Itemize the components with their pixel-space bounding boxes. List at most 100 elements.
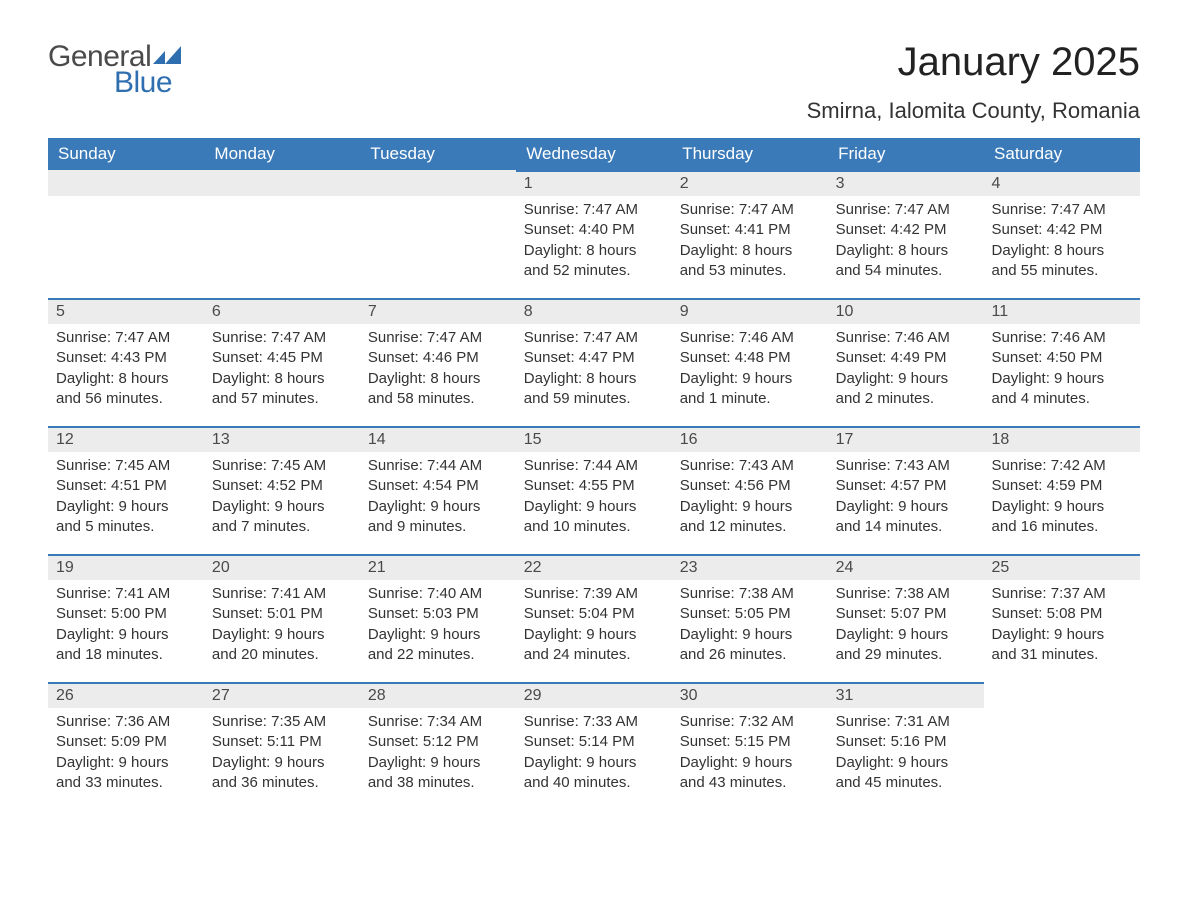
- flag-icon: [153, 40, 181, 60]
- day-number: 4: [984, 170, 1140, 196]
- day-sunrise: Sunrise: 7:47 AM: [368, 328, 508, 348]
- calendar-day: 9Sunrise: 7:46 AMSunset: 4:48 PMDaylight…: [672, 298, 828, 426]
- day-details: Sunrise: 7:37 AMSunset: 5:08 PMDaylight:…: [984, 580, 1140, 673]
- day-dl1: Daylight: 9 hours: [56, 753, 196, 773]
- day-number: 10: [828, 298, 984, 324]
- location-label: Smirna, Ialomita County, Romania: [807, 98, 1140, 124]
- day-sunrise: Sunrise: 7:32 AM: [680, 712, 820, 732]
- calendar-day: 23Sunrise: 7:38 AMSunset: 5:05 PMDayligh…: [672, 554, 828, 682]
- day-sunrise: Sunrise: 7:38 AM: [680, 584, 820, 604]
- day-dl1: Daylight: 8 hours: [836, 241, 976, 261]
- day-number: 27: [204, 682, 360, 708]
- day-sunrise: Sunrise: 7:45 AM: [56, 456, 196, 476]
- day-details: Sunrise: 7:46 AMSunset: 4:50 PMDaylight:…: [984, 324, 1140, 417]
- day-sunset: Sunset: 4:43 PM: [56, 348, 196, 368]
- day-dl1: Daylight: 9 hours: [836, 753, 976, 773]
- day-sunset: Sunset: 4:56 PM: [680, 476, 820, 496]
- day-number: 18: [984, 426, 1140, 452]
- day-sunset: Sunset: 4:40 PM: [524, 220, 664, 240]
- day-dl1: Daylight: 8 hours: [992, 241, 1132, 261]
- day-number: 29: [516, 682, 672, 708]
- calendar-body: 1Sunrise: 7:47 AMSunset: 4:40 PMDaylight…: [48, 170, 1140, 810]
- day-sunrise: Sunrise: 7:46 AM: [992, 328, 1132, 348]
- day-dl1: Daylight: 9 hours: [212, 625, 352, 645]
- day-dl2: and 33 minutes.: [56, 773, 196, 793]
- day-number: 8: [516, 298, 672, 324]
- day-dl1: Daylight: 9 hours: [368, 625, 508, 645]
- day-dl2: and 18 minutes.: [56, 645, 196, 665]
- day-dl2: and 31 minutes.: [992, 645, 1132, 665]
- day-dl2: and 56 minutes.: [56, 389, 196, 409]
- day-dl2: and 36 minutes.: [212, 773, 352, 793]
- day-details: Sunrise: 7:45 AMSunset: 4:52 PMDaylight:…: [204, 452, 360, 545]
- calendar-day: 12Sunrise: 7:45 AMSunset: 4:51 PMDayligh…: [48, 426, 204, 554]
- day-sunset: Sunset: 5:03 PM: [368, 604, 508, 624]
- day-details: Sunrise: 7:44 AMSunset: 4:55 PMDaylight:…: [516, 452, 672, 545]
- day-sunset: Sunset: 5:09 PM: [56, 732, 196, 752]
- calendar-day: 4Sunrise: 7:47 AMSunset: 4:42 PMDaylight…: [984, 170, 1140, 298]
- day-details: Sunrise: 7:38 AMSunset: 5:07 PMDaylight:…: [828, 580, 984, 673]
- day-dl2: and 58 minutes.: [368, 389, 508, 409]
- day-details: Sunrise: 7:47 AMSunset: 4:46 PMDaylight:…: [360, 324, 516, 417]
- day-number: 1: [516, 170, 672, 196]
- day-details: Sunrise: 7:33 AMSunset: 5:14 PMDaylight:…: [516, 708, 672, 801]
- day-dl1: Daylight: 9 hours: [680, 497, 820, 517]
- day-number: 12: [48, 426, 204, 452]
- day-dl1: Daylight: 9 hours: [56, 497, 196, 517]
- day-sunset: Sunset: 4:41 PM: [680, 220, 820, 240]
- day-number: 31: [828, 682, 984, 708]
- day-sunrise: Sunrise: 7:47 AM: [680, 200, 820, 220]
- day-number: 19: [48, 554, 204, 580]
- weekday-header: Wednesday: [516, 138, 672, 170]
- day-number: 17: [828, 426, 984, 452]
- day-number: 2: [672, 170, 828, 196]
- day-sunset: Sunset: 4:52 PM: [212, 476, 352, 496]
- calendar-day: 31Sunrise: 7:31 AMSunset: 5:16 PMDayligh…: [828, 682, 984, 810]
- weekday-header: Monday: [204, 138, 360, 170]
- day-dl2: and 29 minutes.: [836, 645, 976, 665]
- day-dl1: Daylight: 9 hours: [368, 753, 508, 773]
- day-dl1: Daylight: 8 hours: [524, 241, 664, 261]
- calendar-day: 5Sunrise: 7:47 AMSunset: 4:43 PMDaylight…: [48, 298, 204, 426]
- day-sunset: Sunset: 5:15 PM: [680, 732, 820, 752]
- day-details: Sunrise: 7:35 AMSunset: 5:11 PMDaylight:…: [204, 708, 360, 801]
- empty-daynum: [48, 170, 204, 196]
- calendar-day: 16Sunrise: 7:43 AMSunset: 4:56 PMDayligh…: [672, 426, 828, 554]
- day-sunrise: Sunrise: 7:35 AM: [212, 712, 352, 732]
- page-header: General Blue January 2025 Smirna, Ialomi…: [48, 40, 1140, 124]
- day-dl1: Daylight: 9 hours: [992, 369, 1132, 389]
- day-dl1: Daylight: 9 hours: [836, 497, 976, 517]
- day-sunset: Sunset: 4:49 PM: [836, 348, 976, 368]
- day-number: 5: [48, 298, 204, 324]
- calendar-day: 29Sunrise: 7:33 AMSunset: 5:14 PMDayligh…: [516, 682, 672, 810]
- day-dl2: and 10 minutes.: [524, 517, 664, 537]
- day-dl1: Daylight: 9 hours: [680, 753, 820, 773]
- calendar-day: 11Sunrise: 7:46 AMSunset: 4:50 PMDayligh…: [984, 298, 1140, 426]
- day-dl2: and 57 minutes.: [212, 389, 352, 409]
- day-sunset: Sunset: 5:05 PM: [680, 604, 820, 624]
- calendar-day: 1Sunrise: 7:47 AMSunset: 4:40 PMDaylight…: [516, 170, 672, 298]
- calendar-day: 13Sunrise: 7:45 AMSunset: 4:52 PMDayligh…: [204, 426, 360, 554]
- day-sunrise: Sunrise: 7:40 AM: [368, 584, 508, 604]
- day-dl1: Daylight: 9 hours: [836, 625, 976, 645]
- day-dl2: and 14 minutes.: [836, 517, 976, 537]
- day-dl1: Daylight: 9 hours: [680, 625, 820, 645]
- month-title: January 2025: [807, 40, 1140, 84]
- calendar-day: 7Sunrise: 7:47 AMSunset: 4:46 PMDaylight…: [360, 298, 516, 426]
- day-sunrise: Sunrise: 7:47 AM: [992, 200, 1132, 220]
- calendar-day: 25Sunrise: 7:37 AMSunset: 5:08 PMDayligh…: [984, 554, 1140, 682]
- day-sunset: Sunset: 4:46 PM: [368, 348, 508, 368]
- calendar-day: 21Sunrise: 7:40 AMSunset: 5:03 PMDayligh…: [360, 554, 516, 682]
- day-sunset: Sunset: 4:54 PM: [368, 476, 508, 496]
- day-sunset: Sunset: 5:11 PM: [212, 732, 352, 752]
- day-sunset: Sunset: 5:08 PM: [992, 604, 1132, 624]
- day-dl2: and 55 minutes.: [992, 261, 1132, 281]
- day-sunset: Sunset: 5:00 PM: [56, 604, 196, 624]
- day-number: 30: [672, 682, 828, 708]
- calendar-day: 20Sunrise: 7:41 AMSunset: 5:01 PMDayligh…: [204, 554, 360, 682]
- day-sunrise: Sunrise: 7:43 AM: [836, 456, 976, 476]
- logo: General Blue: [48, 40, 181, 100]
- weekday-header: Friday: [828, 138, 984, 170]
- calendar-day: 15Sunrise: 7:44 AMSunset: 4:55 PMDayligh…: [516, 426, 672, 554]
- calendar-day: 26Sunrise: 7:36 AMSunset: 5:09 PMDayligh…: [48, 682, 204, 810]
